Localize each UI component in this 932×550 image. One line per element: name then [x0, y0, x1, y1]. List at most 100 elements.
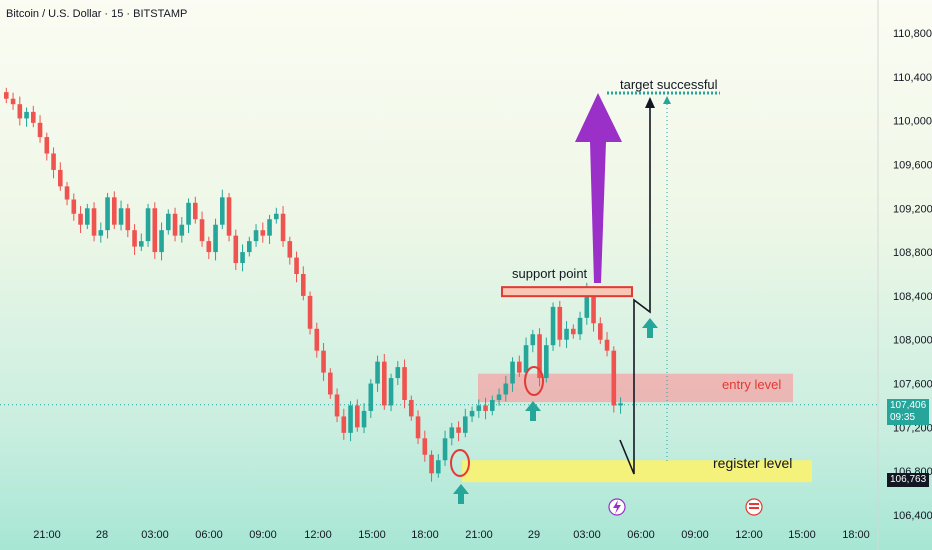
candle-body — [442, 438, 448, 461]
candle-body — [226, 197, 232, 236]
flag-stripe-icon — [749, 507, 759, 509]
candle-body — [517, 361, 522, 373]
candle-body — [618, 403, 623, 406]
candle-body — [375, 361, 380, 384]
candle-body — [341, 416, 347, 433]
entry-level-label: entry level — [722, 377, 781, 392]
candle-body — [91, 208, 97, 236]
candle-body — [105, 197, 110, 231]
retest-highlight-circle — [524, 366, 544, 396]
candle-body — [233, 235, 239, 264]
candle-body — [503, 383, 509, 395]
candle-body — [253, 230, 259, 242]
candle-body — [476, 405, 482, 411]
candle-body — [44, 137, 50, 154]
candle-body — [37, 122, 43, 138]
candle-body — [10, 98, 16, 105]
low-highlight-circle — [450, 449, 470, 477]
flag-stripe-icon — [749, 503, 759, 505]
candle-body — [334, 394, 340, 417]
candle-body — [199, 219, 205, 242]
register-level-label: register level — [713, 455, 792, 471]
candle-body — [58, 169, 63, 187]
flash-glyph-icon — [613, 500, 621, 514]
candle-body — [510, 361, 515, 384]
candle-body — [17, 104, 23, 119]
x-tick-label: 12:00 — [304, 529, 332, 541]
candle-body — [220, 197, 225, 225]
candle-body — [206, 241, 212, 253]
candle-body — [530, 334, 536, 346]
x-tick-label: 21:00 — [465, 529, 493, 541]
candle-body — [429, 454, 434, 474]
candle-body — [584, 290, 590, 318]
candle-body — [456, 427, 461, 433]
candle-body — [159, 230, 164, 253]
candle-body — [604, 339, 610, 351]
candle-body — [240, 252, 245, 264]
up-arrow-icon — [525, 401, 541, 421]
y-tick-label: 108,800 — [893, 247, 932, 259]
candle-body — [550, 306, 556, 346]
candle-body — [368, 383, 374, 411]
candle-body — [280, 213, 286, 242]
x-tick-label: 03:00 — [573, 529, 601, 541]
candle-body — [145, 208, 151, 242]
candle-body — [382, 361, 387, 406]
candle-body — [355, 405, 360, 428]
y-tick-label: 108,400 — [893, 291, 932, 303]
x-tick-label: 09:00 — [249, 529, 277, 541]
candle-body — [98, 230, 104, 236]
entry-level-band — [478, 373, 793, 403]
candle-body — [31, 111, 36, 123]
current-price-tag: 107,406 09:35 — [887, 399, 930, 425]
candle-body — [85, 208, 90, 225]
candle-body — [496, 394, 502, 400]
y-tick-label: 110,800 — [893, 28, 932, 40]
x-tick-label: 09:00 — [681, 529, 709, 541]
candle-body — [361, 410, 367, 428]
target-label: target successful — [620, 77, 718, 92]
y-tick-label: 106,400 — [893, 510, 932, 522]
candle-body — [449, 427, 455, 439]
x-tick-label: 18:00 — [411, 529, 439, 541]
candle-body — [166, 213, 171, 231]
x-tick-label: 29 — [528, 529, 540, 541]
candle-body — [422, 438, 428, 455]
support-point-box — [501, 286, 633, 298]
register-level-band — [462, 460, 812, 483]
y-tick-label: 107,200 — [893, 422, 932, 434]
candle-body — [469, 410, 475, 417]
candle-body — [301, 274, 306, 296]
candle-body — [71, 199, 77, 214]
x-tick-label: 06:00 — [195, 529, 223, 541]
candle-body — [274, 213, 279, 220]
candle-body — [463, 416, 468, 433]
candle-body — [152, 208, 158, 253]
y-tick-label: 108,000 — [893, 335, 932, 347]
low-price-value: 106,763 — [890, 474, 927, 485]
candle-body — [415, 416, 421, 439]
candle-body — [537, 334, 542, 379]
candle-body — [4, 92, 9, 99]
candle-body — [611, 350, 617, 406]
candle-body — [321, 350, 326, 373]
candle-body — [402, 367, 407, 400]
low-price-tag: 106,763 — [887, 473, 930, 487]
purple-up-arrow — [575, 93, 622, 283]
support-point-label: support point — [512, 266, 588, 281]
y-tick-label: 109,600 — [893, 159, 932, 171]
candle-body — [557, 306, 563, 340]
y-tick-label: 107,600 — [893, 379, 932, 391]
x-tick-label: 18:00 — [842, 529, 870, 541]
candle-body — [388, 378, 394, 406]
candle-body — [51, 153, 56, 170]
candle-body — [125, 208, 131, 231]
candle-body — [193, 202, 198, 220]
candle-body — [483, 405, 488, 411]
candle-body — [139, 241, 144, 247]
candle-body — [267, 219, 272, 236]
x-tick-label: 15:00 — [358, 529, 386, 541]
